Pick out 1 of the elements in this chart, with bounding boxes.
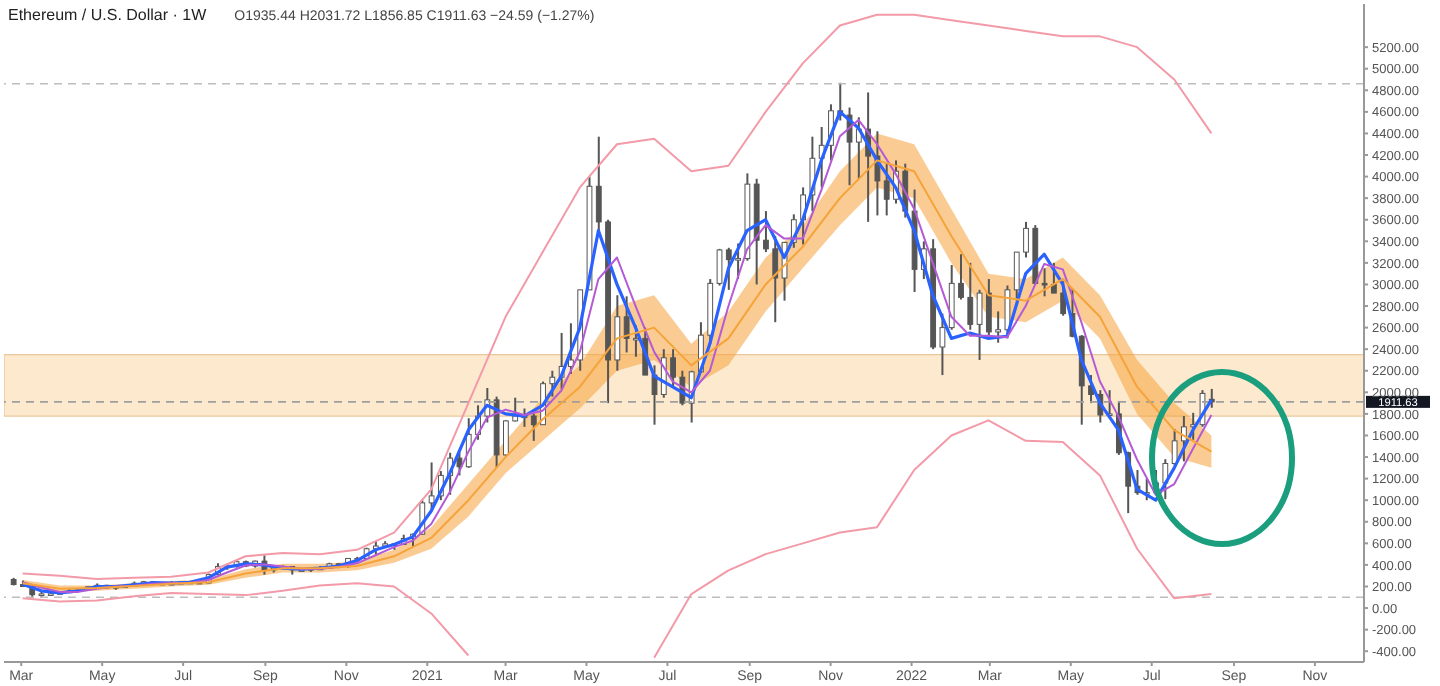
chart-title: Ethereum / U.S. Dollar · 1W: [8, 6, 207, 24]
